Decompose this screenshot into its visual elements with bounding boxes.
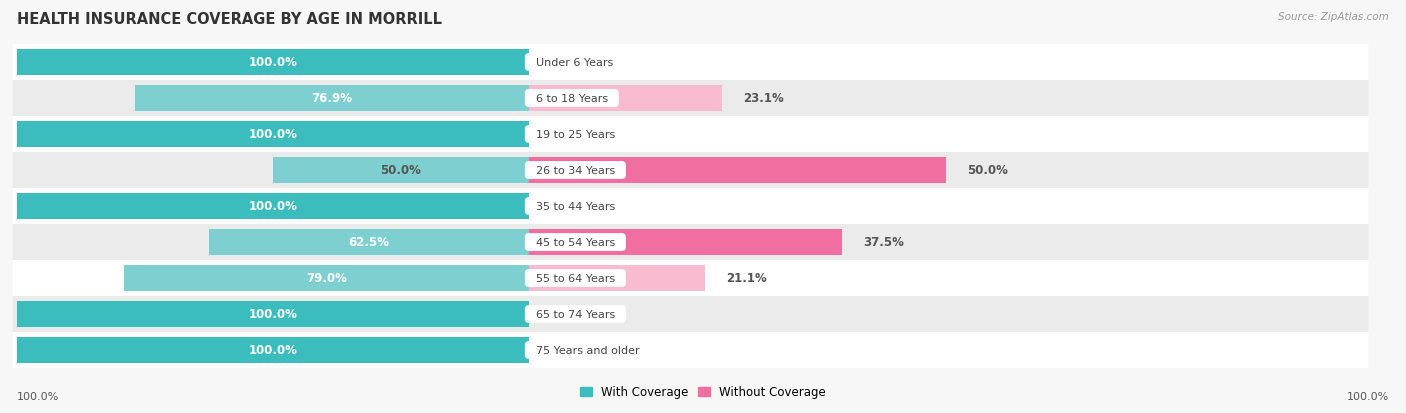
- FancyBboxPatch shape: [13, 224, 1368, 260]
- Text: 100.0%: 100.0%: [1347, 392, 1389, 401]
- Bar: [17, 337, 529, 363]
- Bar: [529, 266, 704, 291]
- Bar: [17, 194, 529, 219]
- Text: 65 to 74 Years: 65 to 74 Years: [529, 309, 621, 319]
- Text: 26 to 34 Years: 26 to 34 Years: [529, 166, 621, 176]
- Text: 6 to 18 Years: 6 to 18 Years: [529, 94, 614, 104]
- Text: 100.0%: 100.0%: [249, 344, 297, 357]
- Text: 79.0%: 79.0%: [307, 272, 347, 285]
- Text: 75 Years and older: 75 Years and older: [529, 345, 647, 355]
- Bar: [124, 266, 529, 291]
- Text: 55 to 64 Years: 55 to 64 Years: [529, 273, 621, 283]
- Text: 23.1%: 23.1%: [742, 92, 783, 105]
- Text: HEALTH INSURANCE COVERAGE BY AGE IN MORRILL: HEALTH INSURANCE COVERAGE BY AGE IN MORR…: [17, 12, 441, 27]
- Bar: [17, 301, 529, 327]
- Legend: With Coverage, Without Coverage: With Coverage, Without Coverage: [575, 381, 831, 403]
- Text: 100.0%: 100.0%: [249, 200, 297, 213]
- Text: Source: ZipAtlas.com: Source: ZipAtlas.com: [1278, 12, 1389, 22]
- Bar: [17, 122, 529, 147]
- Bar: [529, 158, 946, 183]
- FancyBboxPatch shape: [13, 153, 1368, 189]
- Text: 21.1%: 21.1%: [725, 272, 766, 285]
- Text: 76.9%: 76.9%: [311, 92, 353, 105]
- Text: 50.0%: 50.0%: [380, 164, 422, 177]
- Bar: [208, 230, 529, 255]
- FancyBboxPatch shape: [13, 296, 1368, 332]
- FancyBboxPatch shape: [13, 81, 1368, 117]
- Text: 37.5%: 37.5%: [863, 236, 904, 249]
- Bar: [529, 230, 842, 255]
- FancyBboxPatch shape: [13, 332, 1368, 368]
- FancyBboxPatch shape: [13, 117, 1368, 153]
- Text: 100.0%: 100.0%: [249, 128, 297, 141]
- Bar: [529, 86, 721, 112]
- Text: 100.0%: 100.0%: [17, 392, 59, 401]
- Bar: [135, 86, 529, 112]
- Text: 19 to 25 Years: 19 to 25 Years: [529, 130, 621, 140]
- Text: 35 to 44 Years: 35 to 44 Years: [529, 202, 621, 211]
- Text: 62.5%: 62.5%: [349, 236, 389, 249]
- FancyBboxPatch shape: [13, 45, 1368, 81]
- Bar: [17, 50, 529, 76]
- FancyBboxPatch shape: [13, 260, 1368, 296]
- Text: 100.0%: 100.0%: [249, 308, 297, 321]
- Bar: [273, 158, 529, 183]
- Text: 100.0%: 100.0%: [249, 56, 297, 69]
- FancyBboxPatch shape: [13, 189, 1368, 224]
- Text: Under 6 Years: Under 6 Years: [529, 58, 620, 68]
- Text: 50.0%: 50.0%: [967, 164, 1008, 177]
- Text: 45 to 54 Years: 45 to 54 Years: [529, 237, 621, 247]
